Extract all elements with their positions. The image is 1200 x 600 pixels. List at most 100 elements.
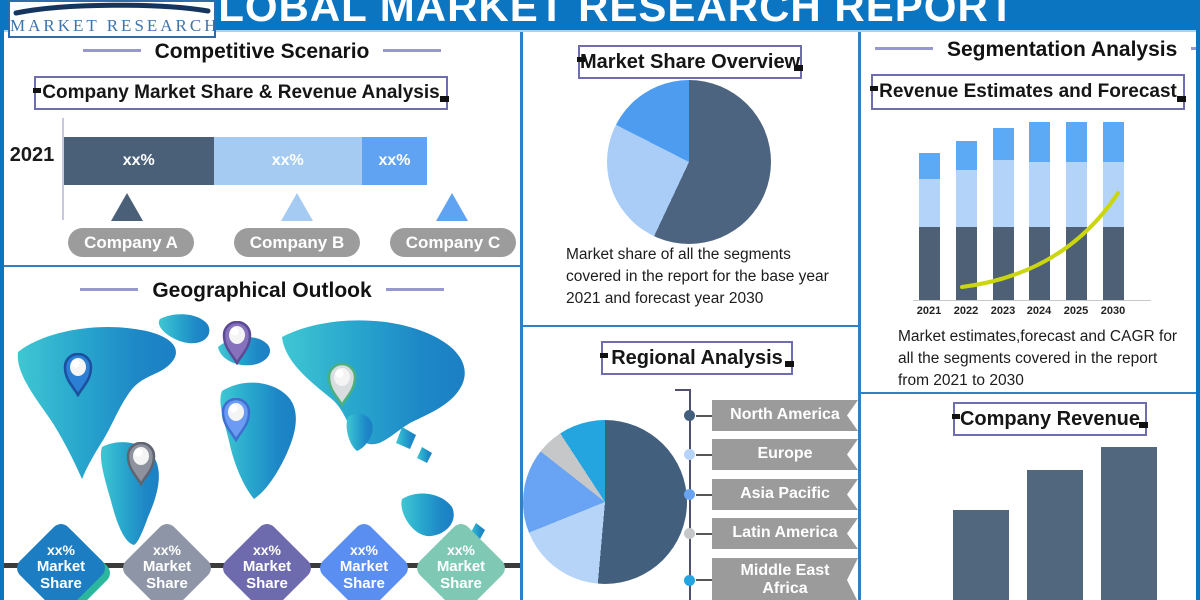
region-tick [696,579,712,581]
region-dot [684,410,695,421]
market-share-badge: xx% Market Share [315,519,413,600]
y-axis-line [62,118,64,220]
logo-text: MARKET RESEARCH [10,16,216,35]
x-axis-year-label: 2030 [1100,305,1126,317]
badge-text: xx% Market Share [436,542,486,592]
year-label: 2021 [9,144,55,166]
badge-text: xx% Market Share [242,542,292,592]
share-segment-company-c: xx% [362,137,427,185]
map-pin-icon-europe [222,320,252,370]
bar-segment-top [1103,122,1124,162]
badge-text: xx% Market Share [339,542,389,592]
bar-segment-top [1066,122,1087,162]
region-banner-north-america: North America [712,400,858,431]
region-tick [696,532,712,535]
pointer-triangle-icon [281,193,313,221]
market-share-description: Market share of all the segments covered… [566,246,829,307]
region-tick [696,414,712,417]
title-dash-right [385,288,444,291]
segmentation-box-title: Revenue Estimates and Forecast [870,74,1186,110]
company-label: Company B [234,228,360,257]
x-axis-year-label: 2025 [1063,305,1089,317]
map-pin-icon-south-america [126,441,156,491]
frame-border-right [1196,0,1200,600]
bar-segment-middle [919,179,940,227]
divider-vertical-1 [520,32,523,600]
panel-regional-analysis: Regional Analysis North America Europe Asi… [523,327,858,600]
market-share-pie-chart [607,80,771,244]
segmentation-description: Market estimates,forecast and CAGR for a… [898,328,1178,389]
title-dash-left [80,288,139,291]
bar-segment-top [1029,122,1050,162]
bar-segment-middle [956,170,977,227]
share-segment-company-a: xx% [64,137,214,185]
bar-segment-middle [1066,162,1087,227]
bar-segment-bottom [919,227,940,300]
map-pin-icon-africa [221,397,251,447]
chart-baseline [913,300,1151,301]
logo: MARKET RESEARCH [8,0,216,38]
x-axis-year-label: 2022 [953,305,979,317]
bar-segment-top [956,141,977,170]
panel-geographical-outlook: Geographical Outlook [4,267,520,600]
divider-horizontal-right [861,392,1196,394]
title-dash-right [1191,47,1200,50]
region-dot [684,449,695,460]
title-dash-left [875,47,933,50]
report-title: GLOBAL MARKET RESEARCH REPORT [184,0,1016,30]
bar-segment-bottom [956,227,977,300]
divider-horizontal-left [4,265,520,267]
competitive-section-title: Competitive Scenario [4,40,520,64]
regional-box-title: Regional Analysis [600,341,794,375]
market-share-badge: xx% Market Share [12,519,115,600]
bar-segment-middle [1029,162,1050,227]
panel-segmentation-analysis: Segmentation Analysis Revenue Estimates … [861,32,1200,392]
title-dash-left [82,49,141,52]
pointer-triangle-icon [436,193,468,221]
region-banner-europe: Europe [712,439,858,470]
bar-segment-top [993,128,1014,160]
divider-vertical-2 [858,32,861,600]
revenue-bar [1101,447,1157,600]
company-label: Company A [68,228,194,257]
forecast-bar-2030 [1103,122,1124,300]
panel-market-share-overview: Market Share Overview Market share of al… [523,32,858,325]
region-banner-middle-east-africa: Middle East Africa [712,558,858,600]
regional-pie-chart [523,420,687,584]
market-share-box-title: Market Share Overview [577,45,803,79]
frame-border-left [0,0,4,600]
badge-text: xx% Market Share [142,542,192,592]
region-banner-asia-pacific: Asia Pacific [712,479,858,510]
header-underline [0,30,1200,32]
revenue-bar [1027,470,1083,600]
forecast-bar-2022 [956,141,977,300]
bar-segment-middle [1103,162,1124,227]
company-revenue-box-title: Company Revenue [952,402,1148,436]
company-label: Company C [390,228,516,257]
x-axis-year-label: 2021 [916,305,942,317]
panel-competitive-scenario: Competitive Scenario Company Market Shar… [4,32,520,265]
pointer-triangle-icon [111,193,143,221]
map-pin-icon-north-america [63,352,93,402]
map-pin-icon-east-asia [327,362,357,412]
region-dot [684,528,695,539]
region-tick [696,453,712,456]
segmentation-section-title: Segmentation Analysis [861,38,1200,62]
region-connector-cap [675,389,691,391]
competitive-box-title: Company Market Share & Revenue Analysis [33,76,449,110]
geographic-section-title: Geographical Outlook [4,279,520,303]
bar-segment-middle [993,160,1014,227]
title-dash-right [383,49,442,52]
region-dot [684,574,695,586]
revenue-bar [953,510,1009,600]
divider-horizontal-middle [523,325,858,327]
bar-segment-bottom [1103,227,1124,300]
region-banner-latin-america: Latin America [712,518,858,549]
region-tick [696,493,712,496]
forecast-bar-2021 [919,153,940,300]
x-axis-year-label: 2023 [990,305,1016,317]
panel-company-revenue: Company Revenue [861,394,1196,600]
market-share-badge: xx% Market Share [412,519,510,600]
logo-swoosh-icon [13,2,211,16]
